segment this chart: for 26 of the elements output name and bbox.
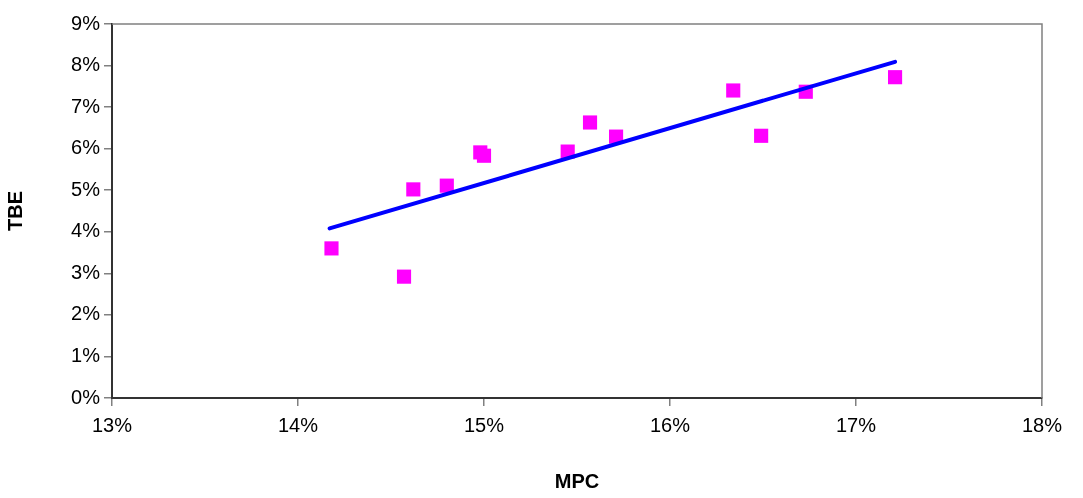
- point: [396, 269, 412, 284]
- point: [406, 182, 421, 197]
- x-tick-label: 16%: [649, 413, 691, 436]
- point: [887, 70, 903, 85]
- y-tick-label: 7%: [71, 94, 101, 117]
- y-tick-label: 9%: [71, 11, 101, 34]
- y-tick-label: 5%: [71, 177, 101, 200]
- y-tick-label: 3%: [71, 260, 101, 283]
- y-tick-label: 6%: [71, 136, 101, 159]
- x-tick-label: 18%: [1021, 413, 1063, 436]
- y-tick-label: 1%: [71, 343, 101, 366]
- point: [582, 115, 598, 130]
- point: [726, 83, 741, 98]
- x-tick-label: 13%: [91, 413, 133, 436]
- x-tick-label: 14%: [277, 413, 319, 436]
- point: [476, 148, 492, 163]
- point: [324, 241, 339, 256]
- y-tick-label: 0%: [71, 385, 101, 408]
- x-tick-label: 17%: [835, 413, 877, 436]
- y-tick-label: 4%: [71, 219, 101, 242]
- y-tick-label: 8%: [71, 53, 101, 76]
- point: [754, 128, 769, 143]
- y-axis-title: TBE: [3, 191, 26, 231]
- x-tick-label: 15%: [463, 413, 505, 436]
- x-axis-title: MPC: [554, 469, 600, 492]
- y-tick-label: 2%: [71, 302, 101, 325]
